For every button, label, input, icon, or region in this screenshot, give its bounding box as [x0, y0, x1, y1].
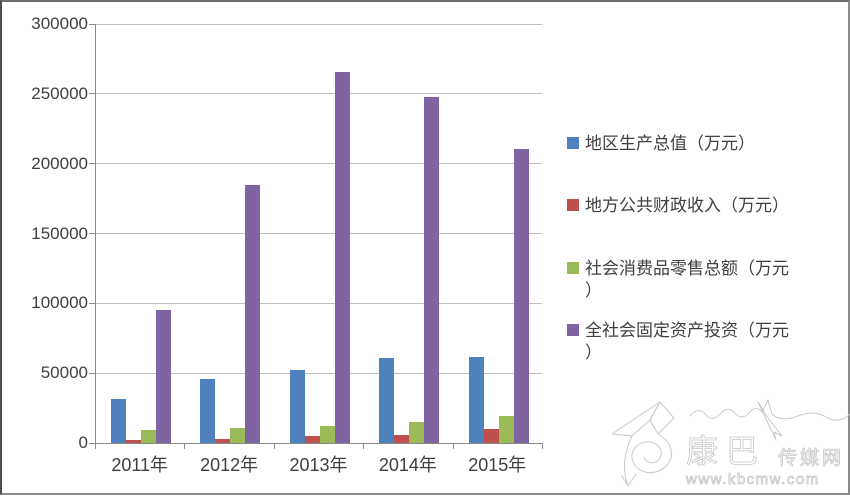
y-axis-line [95, 24, 96, 443]
legend-label-line: 地区生产总值（万元） [585, 134, 755, 153]
bar-2014年-series3 [409, 422, 425, 443]
y-axis-tick [89, 93, 95, 95]
x-axis-tick [95, 444, 96, 449]
legend-label: 地方公共财政收入（万元） [585, 195, 847, 217]
gridline [95, 302, 542, 304]
legend-label-line: ） [585, 281, 602, 300]
y-axis-tick-label: 250000 [31, 83, 88, 103]
bar-2015年-series2 [483, 429, 499, 443]
y-axis-tick [89, 163, 95, 165]
x-axis-tick [542, 444, 543, 449]
y-axis-tick [89, 23, 95, 25]
y-axis-tick-label: 150000 [31, 223, 88, 243]
gridline [95, 372, 542, 374]
y-axis-tick-label: 50000 [40, 363, 88, 383]
x-axis-category-label: 2014年 [378, 455, 437, 475]
legend-label: 社会消费品零售总额（万元 ） [585, 258, 847, 302]
bar-2013年-series4 [334, 72, 350, 443]
gridline [95, 163, 542, 165]
x-axis-category-label: 2012年 [200, 455, 259, 475]
watermark-swoosh [689, 399, 850, 441]
bar-2015年-series3 [498, 416, 514, 443]
watermark-brand-small: 传媒网 [778, 447, 844, 469]
y-axis-tick-label: 100000 [31, 293, 88, 313]
watermark-url: www.kbcmw.com [685, 471, 820, 488]
y-axis-tick-label: 200000 [31, 153, 88, 173]
legend-swatch-icon [567, 137, 579, 149]
x-axis-category-label: 2011年 [111, 455, 169, 475]
legend-label: 全社会固定资产投资（万元 ） [585, 320, 847, 364]
legend-label-line: 全社会固定资产投资（万元 [585, 321, 789, 340]
y-axis-tick-label: 300000 [31, 14, 88, 33]
watermark-logo-icon [611, 401, 675, 487]
bar-2015年-series1 [468, 357, 484, 443]
bar-2012年-series2 [215, 439, 231, 443]
x-axis-tick [363, 444, 365, 449]
bar-2011年-series4 [156, 310, 171, 443]
watermark: 康巴 传媒网 www.kbcmw.com [611, 399, 850, 488]
y-axis-tick [89, 302, 95, 304]
x-axis-category-label: 2013年 [289, 455, 348, 475]
legend-swatch-icon [567, 262, 579, 274]
y-axis-tick-label: 0 [78, 433, 88, 452]
legend-label-line: 地方公共财政收入（万元） [585, 196, 789, 215]
legend-swatch-icon [567, 199, 579, 211]
legend-label: 地区生产总值（万元） [585, 133, 847, 155]
legend-swatch-icon [567, 324, 579, 336]
y-axis-tick [89, 233, 95, 234]
y-axis-tick [89, 372, 95, 374]
x-axis-line [95, 443, 543, 444]
bar-2015年-series4 [513, 149, 529, 443]
bar-2013年-series1 [289, 370, 305, 443]
gridline [95, 23, 542, 25]
gridline [95, 93, 542, 95]
bar-2014年-series2 [394, 435, 410, 443]
bar-2014年-series4 [424, 97, 440, 443]
bar-2011年-series2 [126, 440, 141, 443]
bar-2013年-series3 [319, 426, 335, 443]
x-axis-tick [452, 444, 454, 449]
x-axis-tick [273, 444, 275, 449]
bar-2012年-series1 [200, 379, 216, 443]
bar-2012年-series4 [245, 185, 261, 443]
watermark-brand-large: 康巴 [686, 433, 766, 469]
bar-2013年-series2 [304, 436, 320, 443]
y-axis-tick [89, 442, 95, 444]
bar-2012年-series3 [230, 428, 246, 443]
x-axis-category-label: 2015年 [468, 455, 527, 475]
legend-label-line: ） [585, 343, 602, 362]
bar-2014年-series1 [379, 358, 395, 443]
bar-2011年-series1 [111, 399, 126, 443]
legend-label-line: 社会消费品零售总额（万元 [585, 259, 789, 278]
bar-2011年-series3 [141, 430, 156, 443]
gridline [95, 233, 542, 234]
x-axis-tick [184, 444, 186, 449]
